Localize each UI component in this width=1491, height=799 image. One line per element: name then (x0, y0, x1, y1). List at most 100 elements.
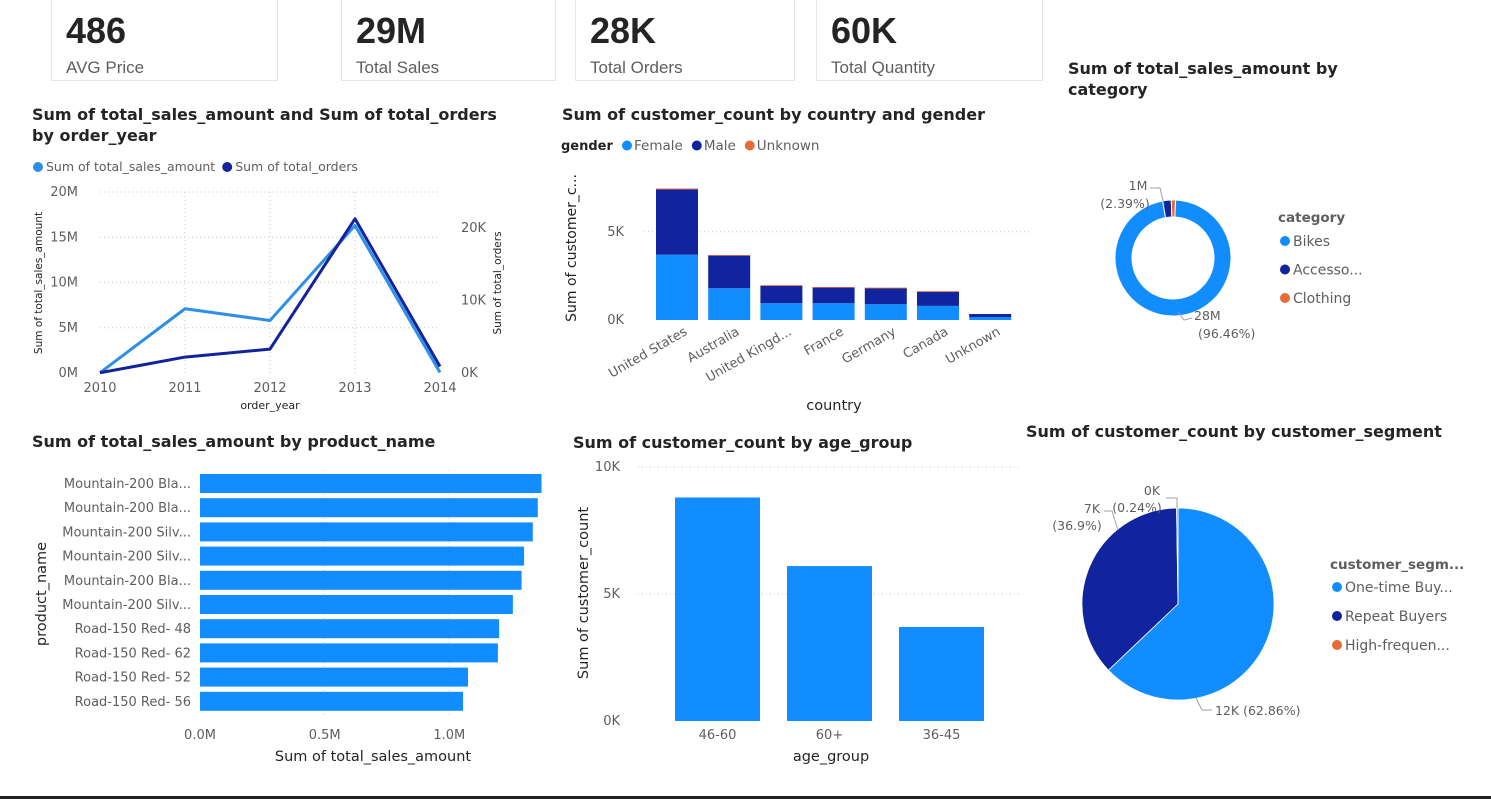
x-tick-label: United States (606, 324, 690, 381)
legend-marker (1280, 264, 1290, 275)
bottom-border (0, 796, 1491, 799)
legend-label: Accesso... (1293, 263, 1363, 279)
data-label-value: 28M (1194, 308, 1221, 323)
legend-label: One-time Buy... (1345, 580, 1453, 596)
data-label-percent: (2.39%) (1100, 196, 1149, 211)
bar-segment-unknown (917, 291, 959, 293)
series-line-sales (99, 223, 442, 374)
kpi-label: Total Sales (356, 58, 440, 77)
horizontal-bar-chart-sales-by-product[interactable]: 0.0M 0.5M 1.0M Mountain-200 Bla... Mountain-… (0, 460, 560, 780)
kpi-label: Total Orders (590, 58, 683, 77)
donut-chart-sales-by-category[interactable]: 1M (2.39%) 28M (96.46%) category Bikes Accesso… (1060, 160, 1480, 360)
legend-label: Female (634, 138, 683, 154)
kpi-value: 486 (66, 10, 127, 51)
bar (899, 627, 984, 721)
pie-chart-customers-by-segment[interactable]: 12K (62.86%) 7K (36.9%) 0K (0.24%) customer_s… (1020, 470, 1480, 730)
legend-marker (1280, 236, 1290, 246)
x-tick-label: 0.0M (184, 728, 216, 743)
x-tick-label: 46-60 (699, 728, 737, 743)
y-tick-label: Road-150 Red- 52 (75, 671, 191, 686)
leader-line (1104, 510, 1119, 531)
legend-label: Clothing (1293, 291, 1351, 307)
bar-segment-male (864, 287, 907, 305)
y-axis-title: Sum of customer_count (576, 507, 592, 679)
legend-title: category (1278, 210, 1345, 226)
line-chart-sales-orders-by-year[interactable]: Sum of total_sales_amount Sum of total_or… (0, 150, 540, 420)
bar (200, 546, 525, 566)
legend-label: Male (704, 138, 736, 154)
x-tick-label: 60+ (816, 728, 843, 743)
x-tick-label: 0.5M (309, 728, 341, 743)
bar-segment-female (864, 304, 907, 320)
bar-segment-female (969, 317, 1012, 320)
chart-title-customers-by-segment: Sum of customer_count by customer_segmen… (1026, 422, 1442, 441)
bar (787, 566, 872, 721)
leader-line (1177, 311, 1193, 321)
y-tick-label: 15M (50, 230, 78, 245)
bar-segment-male (708, 255, 751, 289)
leader-line (1166, 497, 1178, 508)
x-axis-title: age_group (793, 749, 869, 765)
data-label-percent: (36.9%) (1052, 518, 1101, 533)
y2-tick-label: 20K (461, 221, 487, 236)
y-tick-label: Mountain-200 Bla... (64, 501, 191, 516)
chart-title-customers-by-age: Sum of customer_count by age_group (573, 433, 913, 452)
kpi-label: AVG Price (66, 58, 145, 77)
bar-segment-male (969, 314, 1012, 317)
legend-marker (1280, 293, 1290, 303)
y-axis-title: Sum of total_sales_amount (33, 212, 45, 354)
data-label-percent: (96.46%) (1198, 326, 1255, 341)
slice-repeat (1081, 507, 1179, 671)
bar (200, 619, 500, 639)
bar-chart-customers-by-age[interactable]: 0K 5K 10K 46-60 60+ 36-45 age_group Sum of cust… (560, 455, 1020, 780)
kpi-card-total-orders[interactable]: 28K Total Orders (575, 0, 795, 81)
kpi-label: Total Quantity (831, 58, 935, 77)
bar-segment-unknown (812, 287, 855, 288)
bar (200, 643, 498, 663)
bar (200, 691, 463, 711)
chart-title-sales-orders-by-year: Sum of total_sales_amount and Sum of tot… (32, 105, 497, 145)
legend-label: Unknown (757, 138, 820, 154)
kpi-value: 28K (590, 10, 657, 51)
bar-segment-male (656, 189, 698, 255)
chart-title-customers-by-country: Sum of customer_count by country and gen… (562, 105, 985, 124)
x-tick-label: Unknown (943, 324, 1003, 367)
bar-segment-female (708, 288, 751, 320)
y-tick-label: 5M (59, 321, 79, 336)
y-axis-title: product_name (34, 542, 50, 646)
legend-marker (33, 162, 43, 172)
y-axis-title: Sum of customer_c... (564, 174, 580, 322)
x-tick-label: 2013 (338, 381, 371, 396)
y-tick-label: Mountain-200 Silv... (62, 550, 191, 565)
kpi-value: 29M (356, 10, 427, 51)
data-label-value: 0K (1144, 483, 1161, 498)
legend-label: Bikes (1293, 234, 1330, 250)
y-tick-label: Road-150 Red- 62 (75, 646, 191, 661)
x-tick-label: 2010 (83, 381, 116, 396)
slice-bikes (1114, 199, 1232, 317)
y-tick-label: Mountain-200 Bla... (64, 477, 191, 492)
y-tick-label: Mountain-200 Bla... (64, 574, 191, 589)
y2-tick-label: 10K (461, 294, 487, 309)
slice-clothing (1170, 199, 1177, 218)
x-tick-label: 36-45 (923, 728, 961, 743)
x-axis-title: Sum of total_sales_amount (275, 749, 472, 765)
kpi-card-total-sales[interactable]: 29M Total Sales (341, 0, 556, 81)
bar-segment-male (760, 285, 803, 304)
data-label: 12K (62.86%) (1215, 703, 1301, 718)
legend-marker (222, 162, 233, 172)
data-label-percent: (0.24%) (1112, 500, 1161, 515)
legend-title: customer_segm... (1330, 557, 1464, 573)
y-tick-label: 0M (59, 366, 79, 381)
kpi-card-total-quantity[interactable]: 60K Total Quantity (816, 0, 1043, 81)
y-tick-label: Mountain-200 Silv... (62, 525, 191, 540)
stacked-bar-chart-customers-by-country[interactable]: gender Female Male Unknown 0K 5K United States… (540, 130, 1040, 420)
leader-line (1150, 187, 1165, 206)
data-label-value: 7K (1084, 501, 1101, 516)
legend-marker (1332, 640, 1342, 650)
kpi-card-avg-price[interactable]: 486 AVG Price (51, 0, 278, 81)
bar-segment-female (760, 303, 803, 320)
x-tick-label: Germany (840, 324, 900, 367)
bar-segment-male (917, 291, 959, 306)
y-tick-label: 20M (50, 185, 78, 200)
